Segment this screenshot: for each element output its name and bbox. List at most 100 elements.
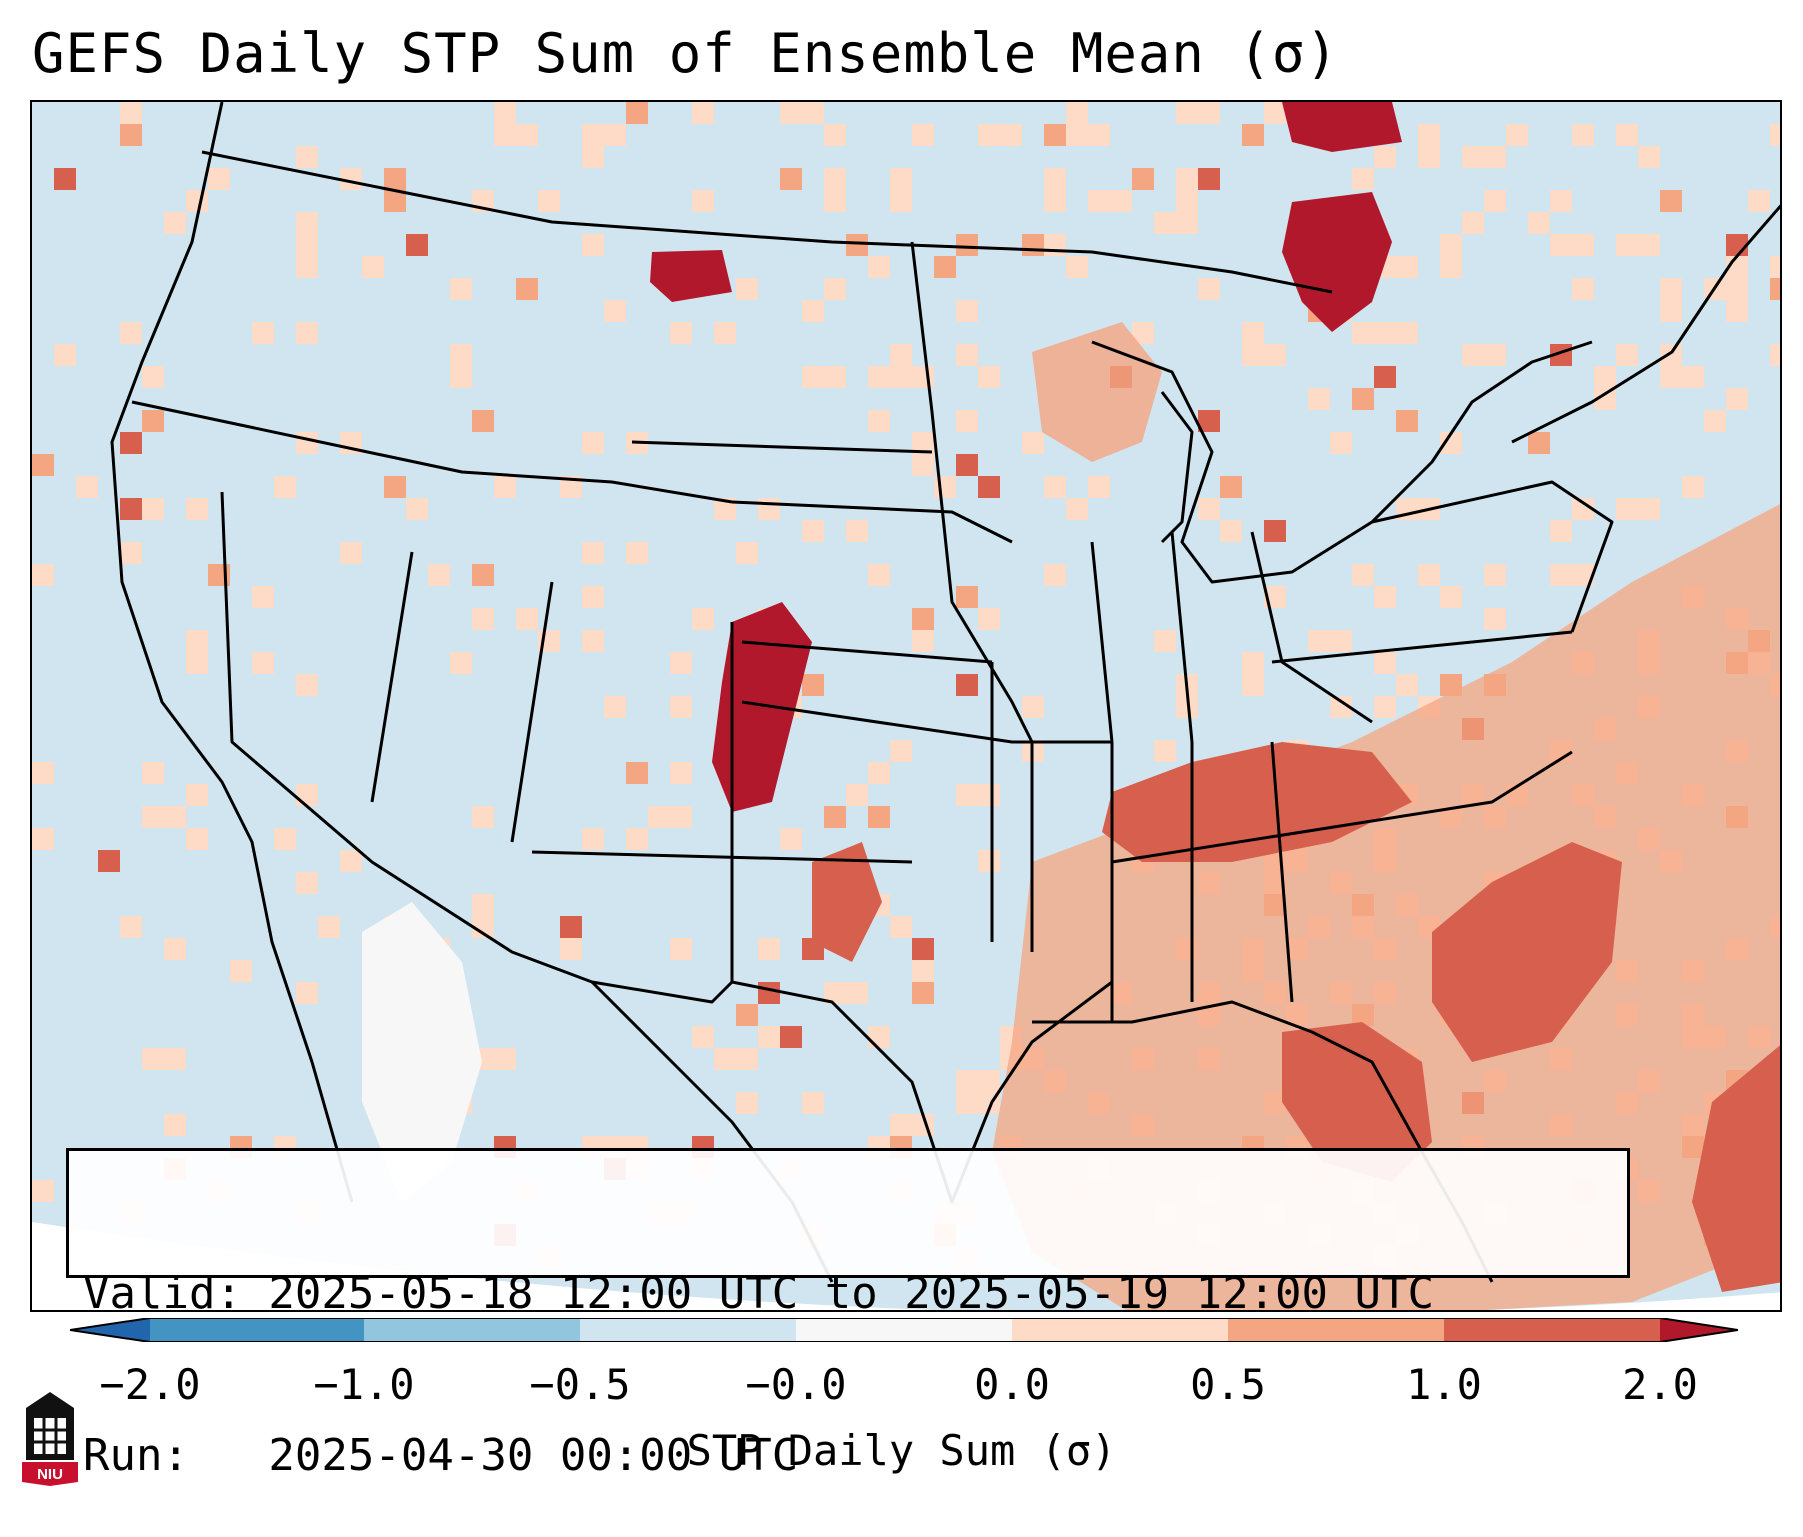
speckle-pixel (670, 806, 692, 828)
plains-lines (631, 440, 1112, 942)
speckle-pixel (956, 300, 978, 322)
speckle-pixel (274, 476, 296, 498)
speckle-pixel (1572, 234, 1594, 256)
speckle-pixel (1044, 190, 1066, 212)
speckle-pixel (736, 1004, 758, 1026)
speckle-pixel (384, 168, 406, 190)
speckle-pixel (956, 344, 978, 366)
speckle-pixel (186, 498, 208, 520)
speckle-pixel (802, 102, 824, 124)
speckle-pixel (670, 938, 692, 960)
speckle-pixel (274, 828, 296, 850)
speckle-pixel (120, 124, 142, 146)
speckle-pixel (54, 344, 76, 366)
speckle-pixel (296, 322, 318, 344)
speckle-pixel (1022, 696, 1044, 718)
speckle-pixel (912, 454, 934, 476)
speckle-pixel (956, 234, 978, 256)
speckle-pixel (1308, 630, 1330, 652)
speckle-pixel (1748, 190, 1770, 212)
speckle-pixel (120, 102, 142, 124)
speckle-pixel (32, 828, 54, 850)
speckle-pixel (868, 762, 890, 784)
speckle-pixel (1418, 146, 1440, 168)
speckle-pixel (252, 652, 274, 674)
speckle-pixel (1242, 124, 1264, 146)
region-texas-panhandle-elevated (812, 842, 882, 962)
speckle-pixel (1660, 278, 1682, 300)
speckle-pixel (824, 366, 846, 388)
speckle-pixel (670, 762, 692, 784)
speckle-pixel (32, 762, 54, 784)
colorbar-tick-label: 2.0 (1622, 1360, 1698, 1409)
speckle-pixel (1044, 234, 1066, 256)
speckle-pixel (1418, 564, 1440, 586)
speckle-pixel (450, 652, 472, 674)
speckle-pixel (494, 476, 516, 498)
speckle-pixel (670, 652, 692, 674)
speckle-pixel (1770, 124, 1780, 146)
speckle-pixel (164, 1114, 186, 1136)
speckle-pixel (450, 344, 472, 366)
speckle-pixel (362, 256, 384, 278)
west-coast-line (110, 102, 354, 1203)
speckle-pixel (142, 806, 164, 828)
colorbar-tick-label: 1.0 (1406, 1360, 1482, 1409)
speckle-pixel (978, 476, 1000, 498)
speckle-pixel (978, 1070, 1000, 1092)
speckle-pixel (736, 278, 758, 300)
region-northern-plains-high (650, 250, 732, 302)
speckle-pixel (32, 454, 54, 476)
anomaly-regions (362, 102, 1780, 1310)
speckle-pixel (582, 586, 604, 608)
colorbar-label: STP Daily Sum (σ) (686, 1426, 1117, 1475)
speckle-pixel (296, 432, 318, 454)
speckle-pixel (648, 806, 670, 828)
speckle-pixel (1242, 322, 1264, 344)
speckle-pixel (582, 828, 604, 850)
speckle-pixel (1484, 564, 1506, 586)
speckle-pixel (1198, 410, 1220, 432)
speckle-pixel (846, 784, 868, 806)
speckle-pixel (1088, 476, 1110, 498)
speckle-pixel (604, 696, 626, 718)
speckle-pixel (626, 102, 648, 124)
speckle-pixel (670, 696, 692, 718)
speckle-pixel (1616, 234, 1638, 256)
speckle-pixel (296, 256, 318, 278)
speckle-pixel (516, 124, 538, 146)
speckle-pixel (472, 564, 494, 586)
speckle-pixel (538, 190, 560, 212)
speckle-pixel (318, 916, 340, 938)
speckle-pixel (978, 366, 1000, 388)
region-tennessee-valley-elevated (1102, 742, 1412, 862)
speckle-pixel (1220, 476, 1242, 498)
speckle-pixel (890, 168, 912, 190)
speckle-pixel (494, 1048, 516, 1070)
speckle-pixel (164, 1048, 186, 1070)
speckle-pixel (1374, 696, 1396, 718)
speckle-pixel (582, 234, 604, 256)
speckle-pixel (802, 674, 824, 696)
speckle-pixel (802, 366, 824, 388)
speckle-pixel (208, 168, 230, 190)
speckle-pixel (824, 124, 846, 146)
speckle-pixel (1044, 476, 1066, 498)
speckle-pixel (32, 1180, 54, 1202)
pacific-nw-line (131, 400, 733, 504)
speckle-pixel (296, 212, 318, 234)
map-canvas (32, 102, 1780, 1310)
speckle-pixel (98, 850, 120, 872)
speckle-pixel (1704, 410, 1726, 432)
speckle-pixel (626, 542, 648, 564)
speckle-pixel (1396, 410, 1418, 432)
speckle-pixel (868, 806, 890, 828)
speckle-pixel (1374, 366, 1396, 388)
speckle-pixel (890, 366, 912, 388)
speckle-pixel (714, 1048, 736, 1070)
speckle-pixel (1374, 586, 1396, 608)
region-colorado-kansas-high (712, 602, 812, 812)
speckle-pixel (1176, 696, 1198, 718)
speckle-pixel (912, 432, 934, 454)
speckle-pixel (934, 256, 956, 278)
